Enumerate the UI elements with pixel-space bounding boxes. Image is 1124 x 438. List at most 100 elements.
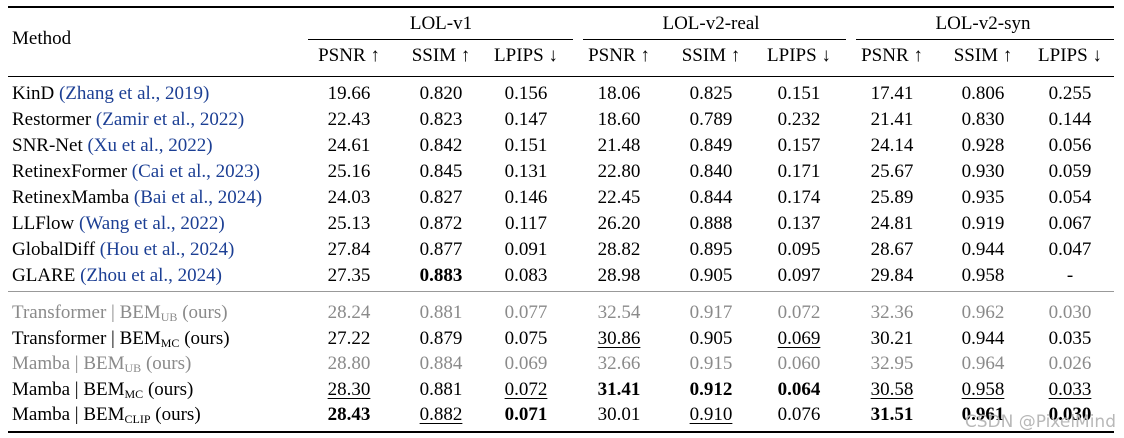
ours-value-cell: 0.944: [961, 327, 1005, 349]
value-cell: 28.82: [597, 239, 641, 260]
ours-subscript: MC: [124, 386, 144, 401]
ours-value-cell: 0.072: [504, 378, 548, 400]
ours-value-cell: 0.071: [504, 404, 548, 425]
ours-prefix: Mamba | BEM: [12, 378, 125, 400]
value-cell: 0.844: [689, 187, 733, 208]
citation-link[interactable]: (Wang et al., 2022): [79, 213, 225, 234]
value-cell: 0.047: [1048, 239, 1092, 260]
ours-value-cell: 28.30: [327, 378, 371, 400]
metric-header: SSIM ↑: [411, 45, 471, 66]
ours-value-cell: 0.961: [961, 404, 1005, 425]
ours-value-cell: 0.884: [419, 353, 463, 374]
metric-header: PSNR ↑: [861, 45, 923, 66]
ours-subscript: UB: [124, 361, 142, 375]
ours-method-name: Transformer | BEMMC (ours): [12, 327, 230, 351]
citation-link[interactable]: (Bai et al., 2024): [133, 187, 263, 208]
citation-link[interactable]: (Zamir et al., 2022): [95, 109, 245, 130]
ours-value-cell: 32.36: [870, 302, 914, 323]
citation-link[interactable]: (Hou et al., 2024): [99, 239, 235, 260]
method-label: GLARE: [12, 265, 81, 286]
ours-value-cell: 0.915: [689, 353, 733, 374]
ours-value-cell: 31.51: [870, 404, 914, 425]
ours-value-cell: 0.917: [689, 302, 733, 323]
value-cell: 21.48: [597, 135, 641, 156]
ours-value-cell: 0.035: [1048, 327, 1092, 349]
value-cell: 24.03: [327, 187, 371, 208]
metric-header: LPIPS ↓: [1038, 45, 1102, 66]
method-label: RetinexMamba: [12, 187, 134, 208]
ours-method-name: Mamba | BEMMC (ours): [12, 378, 193, 402]
value-cell: 22.43: [327, 109, 371, 130]
value-cell: 0.157: [777, 135, 821, 156]
value-cell: -: [1066, 265, 1074, 286]
value-cell: 27.35: [327, 265, 371, 286]
value-cell: 19.66: [327, 83, 371, 104]
ours-value-cell: 0.882: [419, 404, 463, 425]
value-cell: 21.41: [870, 109, 914, 130]
group-underline-2: [583, 39, 846, 40]
value-cell: 0.883: [419, 265, 463, 286]
value-cell: 0.827: [419, 187, 463, 208]
value-cell: 0.845: [419, 161, 463, 182]
ours-value-cell: 0.879: [419, 327, 463, 349]
group-header-2: LOL-v2-real: [662, 13, 760, 34]
ours-value-cell: 0.030: [1048, 404, 1092, 425]
ours-value-cell: 0.910: [689, 404, 733, 425]
method-label: Restormer: [12, 109, 96, 130]
value-cell: 28.98: [597, 265, 641, 286]
citation-link[interactable]: (Zhou et al., 2024): [80, 265, 223, 286]
ours-value-cell: 0.069: [504, 353, 548, 374]
value-cell: 0.944: [961, 239, 1005, 260]
value-cell: 18.60: [597, 109, 641, 130]
value-cell: 27.84: [327, 239, 371, 260]
value-cell: 24.81: [870, 213, 914, 234]
ours-value-cell: 0.905: [689, 327, 733, 349]
value-cell: 0.849: [689, 135, 733, 156]
ours-subscript: MC: [160, 335, 180, 350]
citation-link[interactable]: (Zhang et al., 2019): [58, 83, 210, 104]
ours-value-cell: 0.072: [777, 302, 821, 323]
ours-value-cell: 0.064: [777, 378, 821, 400]
value-cell: 28.67: [870, 239, 914, 260]
value-cell: 0.067: [1048, 213, 1092, 234]
ours-value-cell: 30.86: [597, 327, 641, 349]
citation-link[interactable]: (Cai et al., 2023): [131, 161, 260, 182]
value-cell: 0.820: [419, 83, 463, 104]
top-rule: [8, 6, 1114, 8]
mid-rule: [8, 291, 1114, 292]
method-name: GLARE (Zhou et al., 2024): [12, 264, 222, 288]
ours-prefix: Mamba | BEM: [12, 353, 125, 374]
metric-header: PSNR ↑: [588, 45, 650, 66]
value-cell: 0.842: [419, 135, 463, 156]
ours-value-cell: 0.026: [1048, 353, 1092, 374]
ours-value-cell: 0.069: [777, 327, 821, 349]
value-cell: 0.151: [777, 83, 821, 104]
ours-value-cell: 30.58: [870, 378, 914, 400]
value-cell: 0.095: [777, 239, 821, 260]
value-cell: 0.840: [689, 161, 733, 182]
value-cell: 25.67: [870, 161, 914, 182]
value-cell: 0.156: [504, 83, 548, 104]
ours-value-cell: 0.881: [419, 378, 463, 400]
value-cell: 0.958: [961, 265, 1005, 286]
ours-value-cell: 27.22: [327, 327, 371, 349]
value-cell: 0.919: [961, 213, 1005, 234]
method-label: RetinexFormer: [12, 161, 132, 182]
value-cell: 0.823: [419, 109, 463, 130]
metric-header: LPIPS ↓: [767, 45, 831, 66]
group-underline-3: [856, 39, 1114, 40]
method-label: SNR-Net: [12, 135, 88, 156]
value-cell: 0.097: [777, 265, 821, 286]
method-label: KinD: [12, 83, 59, 104]
method-label: LLFlow: [12, 213, 80, 234]
ours-value-cell: 30.21: [870, 327, 914, 349]
value-cell: 0.147: [504, 109, 548, 130]
ours-value-cell: 28.43: [327, 404, 371, 425]
value-cell: 0.137: [777, 213, 821, 234]
value-cell: 0.255: [1048, 83, 1092, 104]
value-cell: 0.905: [689, 265, 733, 286]
ours-method-name: Mamba | BEMCLIP (ours): [12, 403, 201, 427]
citation-link[interactable]: (Xu et al., 2022): [87, 135, 213, 156]
ours-value-cell: 0.964: [961, 353, 1005, 374]
ours-value-cell: 32.95: [870, 353, 914, 374]
